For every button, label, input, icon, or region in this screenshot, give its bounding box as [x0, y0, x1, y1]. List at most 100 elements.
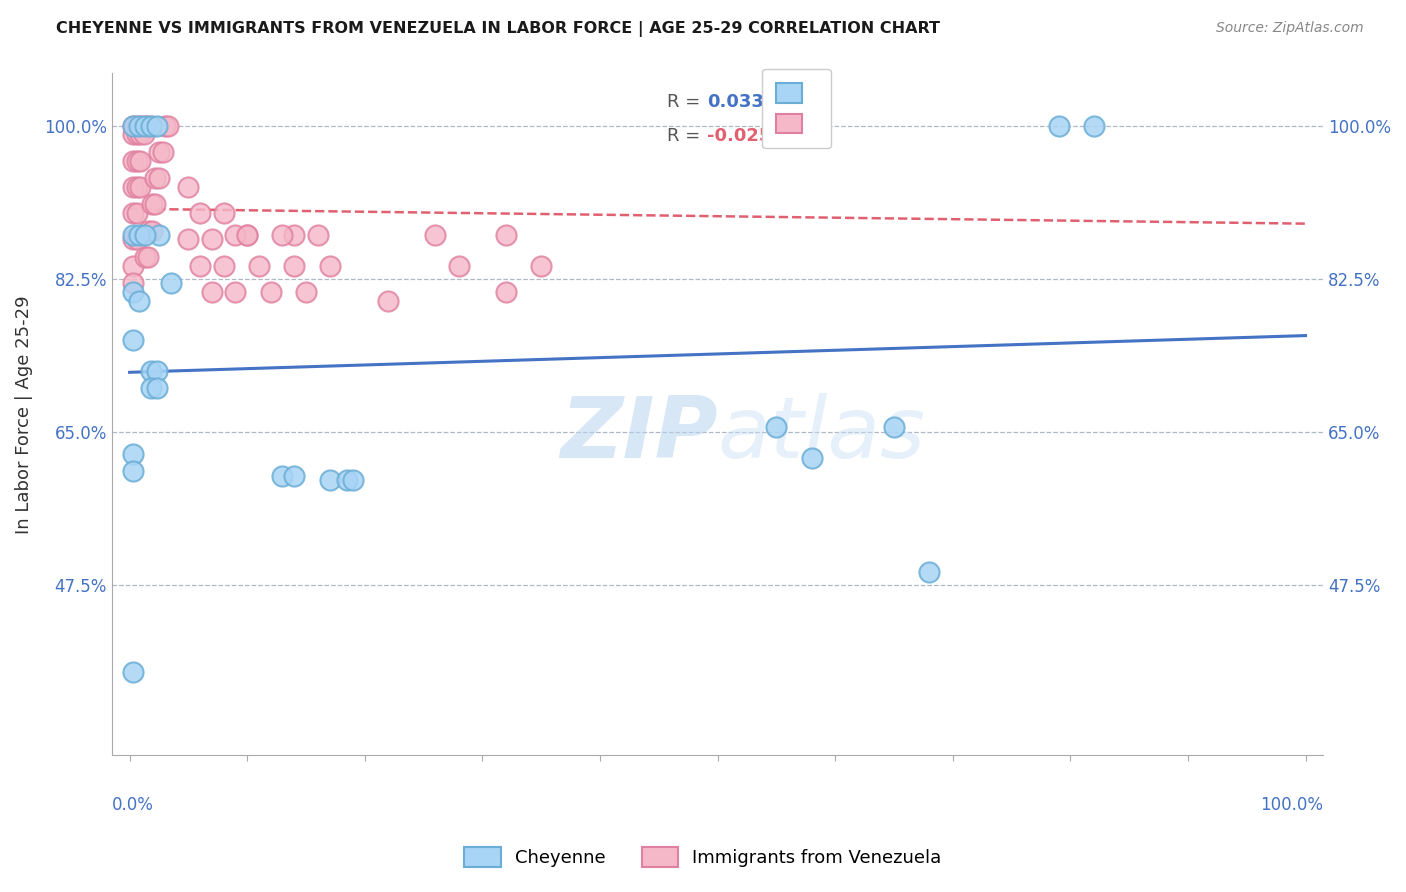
- Point: [139, 363, 162, 377]
- Text: ZIP: ZIP: [560, 393, 717, 476]
- Point: [377, 293, 399, 308]
- Point: [295, 285, 318, 299]
- Point: [236, 227, 259, 242]
- Point: [145, 119, 167, 133]
- Text: CHEYENNE VS IMMIGRANTS FROM VENEZUELA IN LABOR FORCE | AGE 25-29 CORRELATION CHA: CHEYENNE VS IMMIGRANTS FROM VENEZUELA IN…: [56, 21, 941, 37]
- Point: [134, 250, 156, 264]
- Point: [447, 259, 470, 273]
- Point: [177, 232, 200, 246]
- Point: [122, 232, 145, 246]
- Point: [283, 227, 305, 242]
- Point: [128, 119, 150, 133]
- Text: atlas: atlas: [717, 393, 925, 476]
- Point: [201, 232, 224, 246]
- Point: [425, 227, 447, 242]
- Point: [1047, 119, 1070, 133]
- Point: [129, 128, 152, 142]
- Point: [139, 119, 162, 133]
- Point: [1083, 119, 1105, 133]
- Point: [122, 276, 145, 290]
- Text: Source: ZipAtlas.com: Source: ZipAtlas.com: [1216, 21, 1364, 35]
- Point: [122, 153, 145, 168]
- Point: [141, 224, 163, 238]
- Point: [122, 119, 145, 133]
- Point: [918, 565, 941, 579]
- Point: [271, 227, 294, 242]
- Point: [765, 420, 787, 434]
- Point: [283, 468, 305, 483]
- Point: [157, 119, 180, 133]
- Text: -0.025: -0.025: [707, 127, 770, 145]
- Point: [883, 420, 905, 434]
- Point: [247, 259, 270, 273]
- Point: [129, 180, 152, 194]
- Point: [128, 293, 150, 308]
- Legend: Cheyenne, Immigrants from Venezuela: Cheyenne, Immigrants from Venezuela: [457, 839, 949, 874]
- Point: [132, 128, 155, 142]
- Point: [283, 259, 305, 273]
- Point: [141, 197, 163, 211]
- Point: [122, 259, 145, 273]
- Point: [129, 119, 152, 133]
- Point: [125, 153, 148, 168]
- Point: [136, 119, 159, 133]
- Point: [148, 145, 170, 159]
- Legend: , : ,: [762, 69, 831, 148]
- Point: [145, 197, 167, 211]
- Point: [318, 473, 340, 487]
- Point: [177, 180, 200, 194]
- Point: [188, 206, 211, 220]
- Point: [201, 285, 224, 299]
- Point: [260, 285, 283, 299]
- Point: [122, 464, 145, 478]
- Point: [122, 206, 145, 220]
- Text: 0.0%: 0.0%: [112, 797, 153, 814]
- Point: [125, 206, 148, 220]
- Point: [271, 468, 294, 483]
- Text: N =: N =: [769, 127, 808, 145]
- Point: [134, 227, 156, 242]
- Point: [495, 227, 517, 242]
- Text: 100.0%: 100.0%: [1260, 797, 1323, 814]
- Point: [129, 153, 152, 168]
- Point: [307, 227, 329, 242]
- Point: [145, 381, 167, 395]
- Point: [152, 145, 174, 159]
- Point: [224, 227, 246, 242]
- Text: 60: 60: [804, 127, 830, 145]
- Point: [145, 171, 167, 186]
- Point: [212, 259, 235, 273]
- Text: R =: R =: [666, 127, 706, 145]
- Point: [336, 473, 359, 487]
- Point: [188, 259, 211, 273]
- Point: [122, 227, 145, 242]
- Point: [159, 276, 181, 290]
- Text: R =: R =: [666, 93, 706, 111]
- Point: [128, 227, 150, 242]
- Point: [212, 206, 235, 220]
- Text: N =: N =: [769, 93, 808, 111]
- Point: [236, 227, 259, 242]
- Point: [134, 119, 156, 133]
- Point: [495, 285, 517, 299]
- Y-axis label: In Labor Force | Age 25-29: In Labor Force | Age 25-29: [15, 295, 32, 533]
- Point: [122, 665, 145, 680]
- Point: [148, 171, 170, 186]
- Text: 0.033: 0.033: [707, 93, 763, 111]
- Point: [125, 180, 148, 194]
- Point: [530, 259, 553, 273]
- Point: [125, 232, 148, 246]
- Point: [122, 180, 145, 194]
- Point: [139, 381, 162, 395]
- Point: [145, 363, 167, 377]
- Point: [122, 119, 145, 133]
- Point: [122, 447, 145, 461]
- Point: [125, 128, 148, 142]
- Point: [122, 333, 145, 347]
- Point: [224, 285, 246, 299]
- Point: [125, 119, 148, 133]
- Point: [122, 128, 145, 142]
- Point: [148, 227, 170, 242]
- Point: [122, 285, 145, 299]
- Point: [138, 250, 160, 264]
